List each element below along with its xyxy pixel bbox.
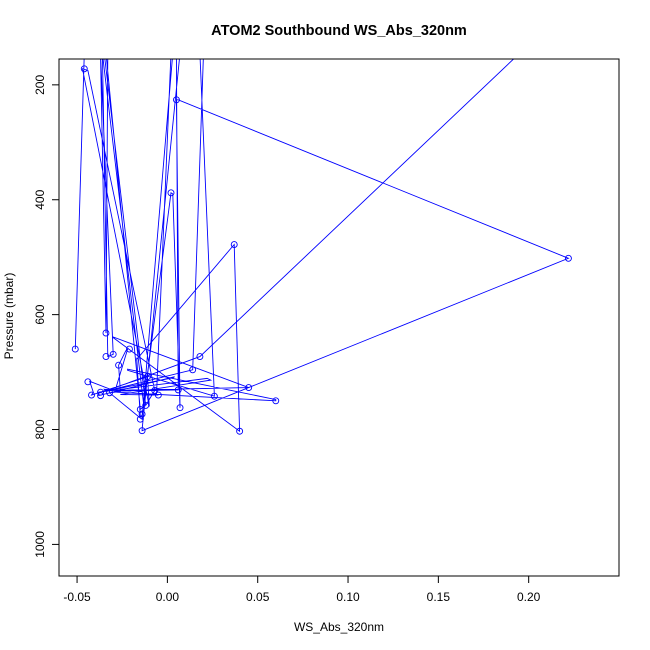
data-point xyxy=(102,329,110,337)
x-tick-label: 0.05 xyxy=(246,590,270,604)
data-point xyxy=(230,241,238,248)
data-point xyxy=(126,345,133,353)
data-point xyxy=(136,405,144,413)
data-point xyxy=(245,384,253,392)
data-point xyxy=(154,391,162,399)
data-point xyxy=(176,404,184,412)
x-tick-label: 0.00 xyxy=(156,590,180,604)
data-point xyxy=(189,366,197,374)
data-point xyxy=(115,361,123,369)
data-point xyxy=(564,254,572,262)
data-point xyxy=(196,353,204,361)
y-tick-label: 200 xyxy=(33,75,47,95)
data-point xyxy=(97,392,104,400)
data-point xyxy=(71,345,79,353)
x-tick-label: -0.05 xyxy=(63,590,91,604)
data-point xyxy=(102,353,110,361)
data-point xyxy=(106,389,114,397)
data-series xyxy=(74,59,570,433)
data-point xyxy=(236,427,244,435)
data-point xyxy=(97,388,104,396)
data-point xyxy=(138,427,146,435)
data-point xyxy=(210,392,218,400)
data-point xyxy=(174,386,182,394)
data-point xyxy=(144,373,151,381)
data-point xyxy=(272,397,280,405)
y-axis: 200 400 600 800 1000 xyxy=(33,75,59,558)
data-point xyxy=(142,401,150,409)
data-point xyxy=(138,410,146,418)
data-point xyxy=(80,65,88,73)
data-point xyxy=(167,189,175,197)
data-point xyxy=(84,378,92,386)
x-axis: -0.05 0.00 0.05 0.10 0.15 0.20 xyxy=(63,576,541,604)
y-tick-label: 1000 xyxy=(33,531,47,558)
chart-title: ATOM2 Southbound WS_Abs_320nm xyxy=(211,23,467,39)
data-point xyxy=(172,96,180,104)
data-markers xyxy=(71,65,572,435)
y-tick-label: 800 xyxy=(33,419,47,439)
x-tick-label: 0.15 xyxy=(427,590,451,604)
plot-frame xyxy=(58,58,620,577)
x-tick-label: 0.10 xyxy=(336,590,360,604)
data-point xyxy=(88,391,95,399)
series-line xyxy=(74,59,570,433)
y-tick-label: 600 xyxy=(33,304,47,324)
x-axis-label: WS_Abs_320nm xyxy=(294,620,384,634)
y-axis-label: Pressure (mbar) xyxy=(2,273,16,360)
data-point xyxy=(151,387,159,394)
x-tick-label: 0.20 xyxy=(517,590,541,604)
y-tick-label: 400 xyxy=(33,189,47,209)
data-point xyxy=(109,350,117,358)
